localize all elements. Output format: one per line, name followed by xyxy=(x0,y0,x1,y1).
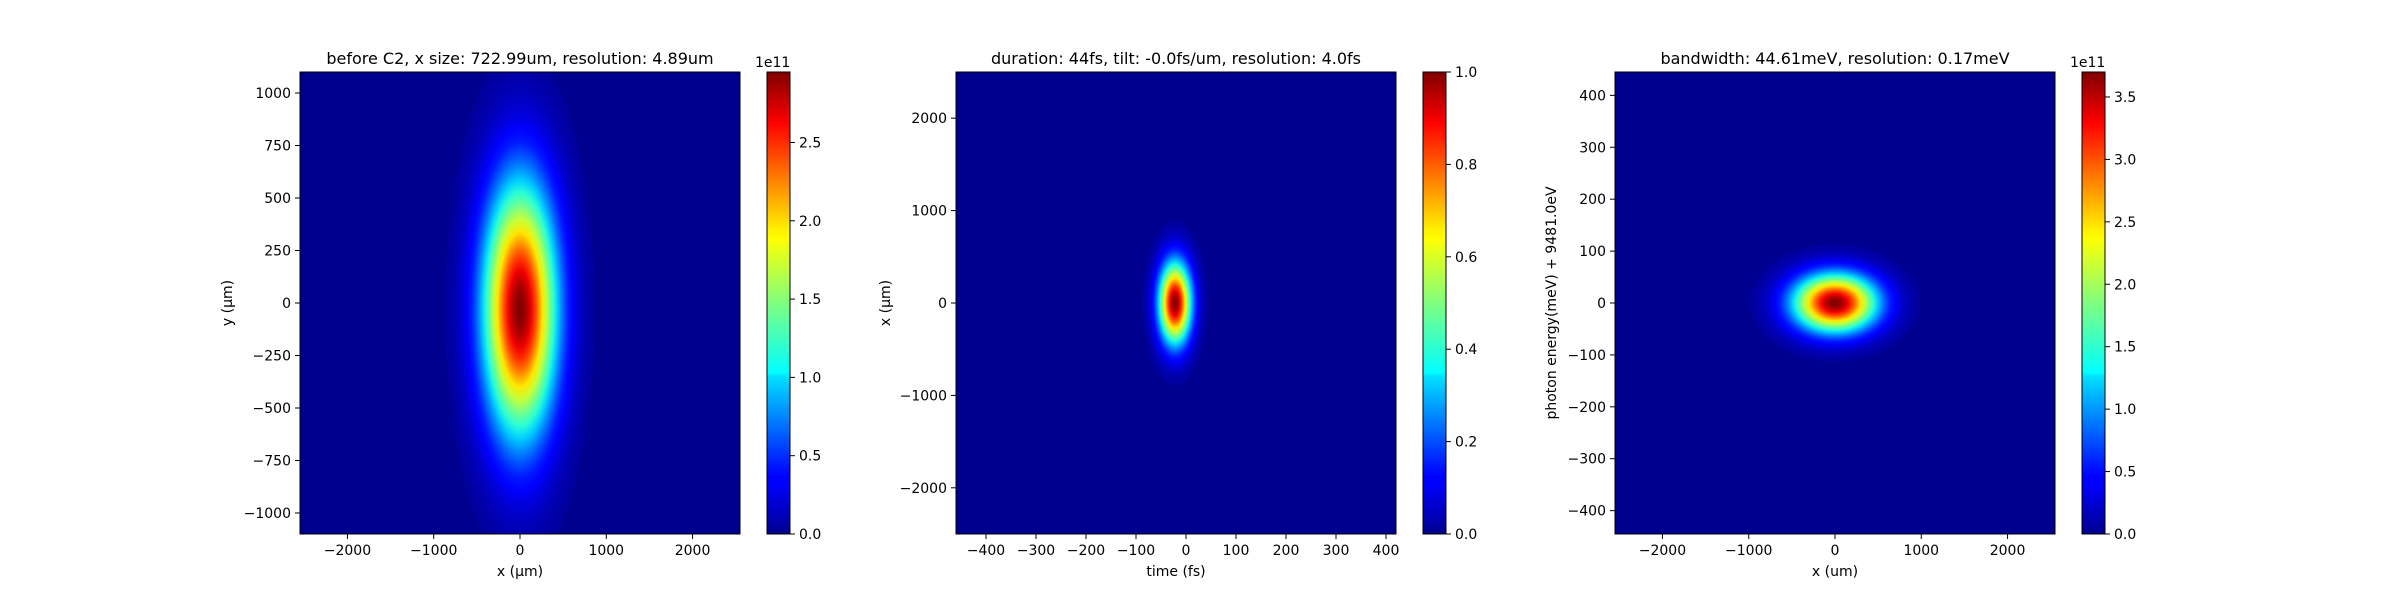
intensity-peak xyxy=(1142,219,1208,387)
x-tick-label: 400 xyxy=(1373,543,1400,559)
colorbar-1: 0.0 0.5 1.0 1.5 2.0 2.5 1e11 xyxy=(755,55,821,543)
colorbar-gradient-1 xyxy=(766,71,791,535)
y-tick-label: −1000 xyxy=(900,388,947,404)
y-tick-label: 1000 xyxy=(911,204,947,220)
colorbar-tick-label: 0.0 xyxy=(2114,527,2136,543)
x-tick-label: −2000 xyxy=(324,543,371,559)
colorbar-tick-label: 2.5 xyxy=(2114,215,2136,231)
colorbar-tick-label: 2.0 xyxy=(799,214,821,230)
y-axis-2: −2000 −1000 0 1000 2000 xyxy=(900,111,956,497)
y-tick-label: 250 xyxy=(264,244,291,260)
y-tick-label: 750 xyxy=(264,139,291,155)
y-axis-label-2: x (μm) xyxy=(878,280,894,326)
colorbar-3: 0.0 0.5 1.0 1.5 2.0 2.5 3.0 3.5 1e11 xyxy=(2070,55,2136,543)
colorbar-offset-label-3: 1e11 xyxy=(2070,55,2105,71)
x-axis-label-1: x (μm) xyxy=(497,564,543,580)
y-tick-label: 300 xyxy=(1579,140,1606,156)
intensity-peak xyxy=(1749,243,1921,363)
y-tick-label: 0 xyxy=(1597,296,1606,312)
y-tick-label: −250 xyxy=(253,349,291,365)
colorbar-tick-label: 0.4 xyxy=(1455,342,1477,358)
heatmap-1 xyxy=(444,72,596,534)
colorbar-tick-label: 2.5 xyxy=(799,135,821,151)
y-tick-label: 0 xyxy=(938,296,947,312)
x-tick-label: −2000 xyxy=(1639,543,1686,559)
x-axis-1: −2000 −1000 0 1000 2000 xyxy=(324,534,711,559)
x-axis-label-3: x (um) xyxy=(1812,564,1858,580)
x-tick-label: 300 xyxy=(1323,543,1350,559)
y-tick-label: 200 xyxy=(1579,192,1606,208)
x-tick-label: −1000 xyxy=(1725,543,1772,559)
y-tick-label: −400 xyxy=(1568,504,1606,520)
heatmap-2 xyxy=(1142,219,1208,387)
colorbar-tick-label: 1.0 xyxy=(2114,402,2136,418)
y-tick-label: −100 xyxy=(1568,348,1606,364)
x-tick-label: 2000 xyxy=(675,543,711,559)
x-axis-2: −400 −300 −200 −100 0 100 200 300 400 xyxy=(967,534,1400,559)
colorbar-tick-label: 0.5 xyxy=(2114,465,2136,481)
panel-beam-profile: before C2, x size: 722.99um, resolution:… xyxy=(220,49,821,580)
y-tick-label: −2000 xyxy=(900,481,947,497)
y-tick-label: −300 xyxy=(1568,452,1606,468)
colorbar-tick-label: 0.0 xyxy=(799,527,821,543)
x-tick-label: 2000 xyxy=(1990,543,2026,559)
colorbar-tick-label: 0.8 xyxy=(1455,157,1477,173)
plot-title-2: duration: 44fs, tilt: -0.0fs/um, resolut… xyxy=(991,49,1361,68)
colorbar-tick-label: 3.5 xyxy=(2114,90,2136,106)
panel-temporal-profile: duration: 44fs, tilt: -0.0fs/um, resolut… xyxy=(878,49,1477,580)
colorbar-tick-label: 1.0 xyxy=(799,370,821,386)
x-axis-3: −2000 −1000 0 1000 2000 xyxy=(1639,534,2026,559)
y-tick-label: −500 xyxy=(253,401,291,417)
x-tick-label: 0 xyxy=(516,543,525,559)
colorbar-2: 0.0 0.2 0.4 0.6 0.8 1.0 xyxy=(1422,65,1477,543)
heatmap-3 xyxy=(1749,243,1921,363)
colorbar-tick-label: 1.5 xyxy=(2114,340,2136,356)
y-tick-label: 2000 xyxy=(911,111,947,127)
colorbar-offset-label-1: 1e11 xyxy=(755,55,790,71)
y-tick-label: 0 xyxy=(282,296,291,312)
x-tick-label: −1000 xyxy=(410,543,457,559)
x-tick-label: −200 xyxy=(1067,543,1105,559)
x-tick-label: −300 xyxy=(1017,543,1055,559)
colorbar-tick-label: 0.2 xyxy=(1455,435,1477,451)
colorbar-tick-label: 1.5 xyxy=(799,292,821,308)
colorbar-gradient-3 xyxy=(2081,71,2106,535)
colorbar-tick-label: 1.0 xyxy=(1455,65,1477,81)
y-axis-label-1: y (μm) xyxy=(220,280,236,326)
y-axis-3: −400 −300 −200 −100 0 100 200 300 400 xyxy=(1568,88,1615,520)
y-tick-label: 1000 xyxy=(255,86,291,102)
y-tick-label: −1000 xyxy=(244,506,291,522)
x-tick-label: 100 xyxy=(1223,543,1250,559)
y-tick-label: −750 xyxy=(253,454,291,470)
colorbar-tick-label: 0.6 xyxy=(1455,250,1477,266)
x-axis-label-2: time (fs) xyxy=(1146,564,1205,580)
colorbar-tick-label: 2.0 xyxy=(2114,277,2136,293)
y-axis-label-3: photon energy(meV) + 9481.0eV xyxy=(1544,186,1560,419)
x-tick-label: 200 xyxy=(1273,543,1300,559)
colorbar-tick-label: 3.0 xyxy=(2114,152,2136,168)
panel-spectral-profile: bandwidth: 44.61meV, resolution: 0.17meV… xyxy=(1544,49,2136,580)
colorbar-tick-label: 0.5 xyxy=(799,449,821,465)
x-tick-label: 0 xyxy=(1831,543,1840,559)
colorbar-gradient-2 xyxy=(1422,71,1447,535)
x-tick-label: 1000 xyxy=(1903,543,1939,559)
x-tick-label: 1000 xyxy=(588,543,624,559)
x-tick-label: −400 xyxy=(967,543,1005,559)
intensity-peak xyxy=(444,72,596,534)
y-tick-label: 500 xyxy=(264,191,291,207)
plot-title-1: before C2, x size: 722.99um, resolution:… xyxy=(326,49,713,68)
x-tick-label: 0 xyxy=(1182,543,1191,559)
x-tick-label: −100 xyxy=(1117,543,1155,559)
colorbar-tick-label: 0.0 xyxy=(1455,527,1477,543)
y-tick-label: 400 xyxy=(1579,88,1606,104)
y-axis-1: −1000 −750 −500 −250 0 250 500 750 1000 xyxy=(244,86,300,522)
plot-title-3: bandwidth: 44.61meV, resolution: 0.17meV xyxy=(1660,49,2009,68)
y-tick-label: −200 xyxy=(1568,400,1606,416)
y-tick-label: 100 xyxy=(1579,244,1606,260)
